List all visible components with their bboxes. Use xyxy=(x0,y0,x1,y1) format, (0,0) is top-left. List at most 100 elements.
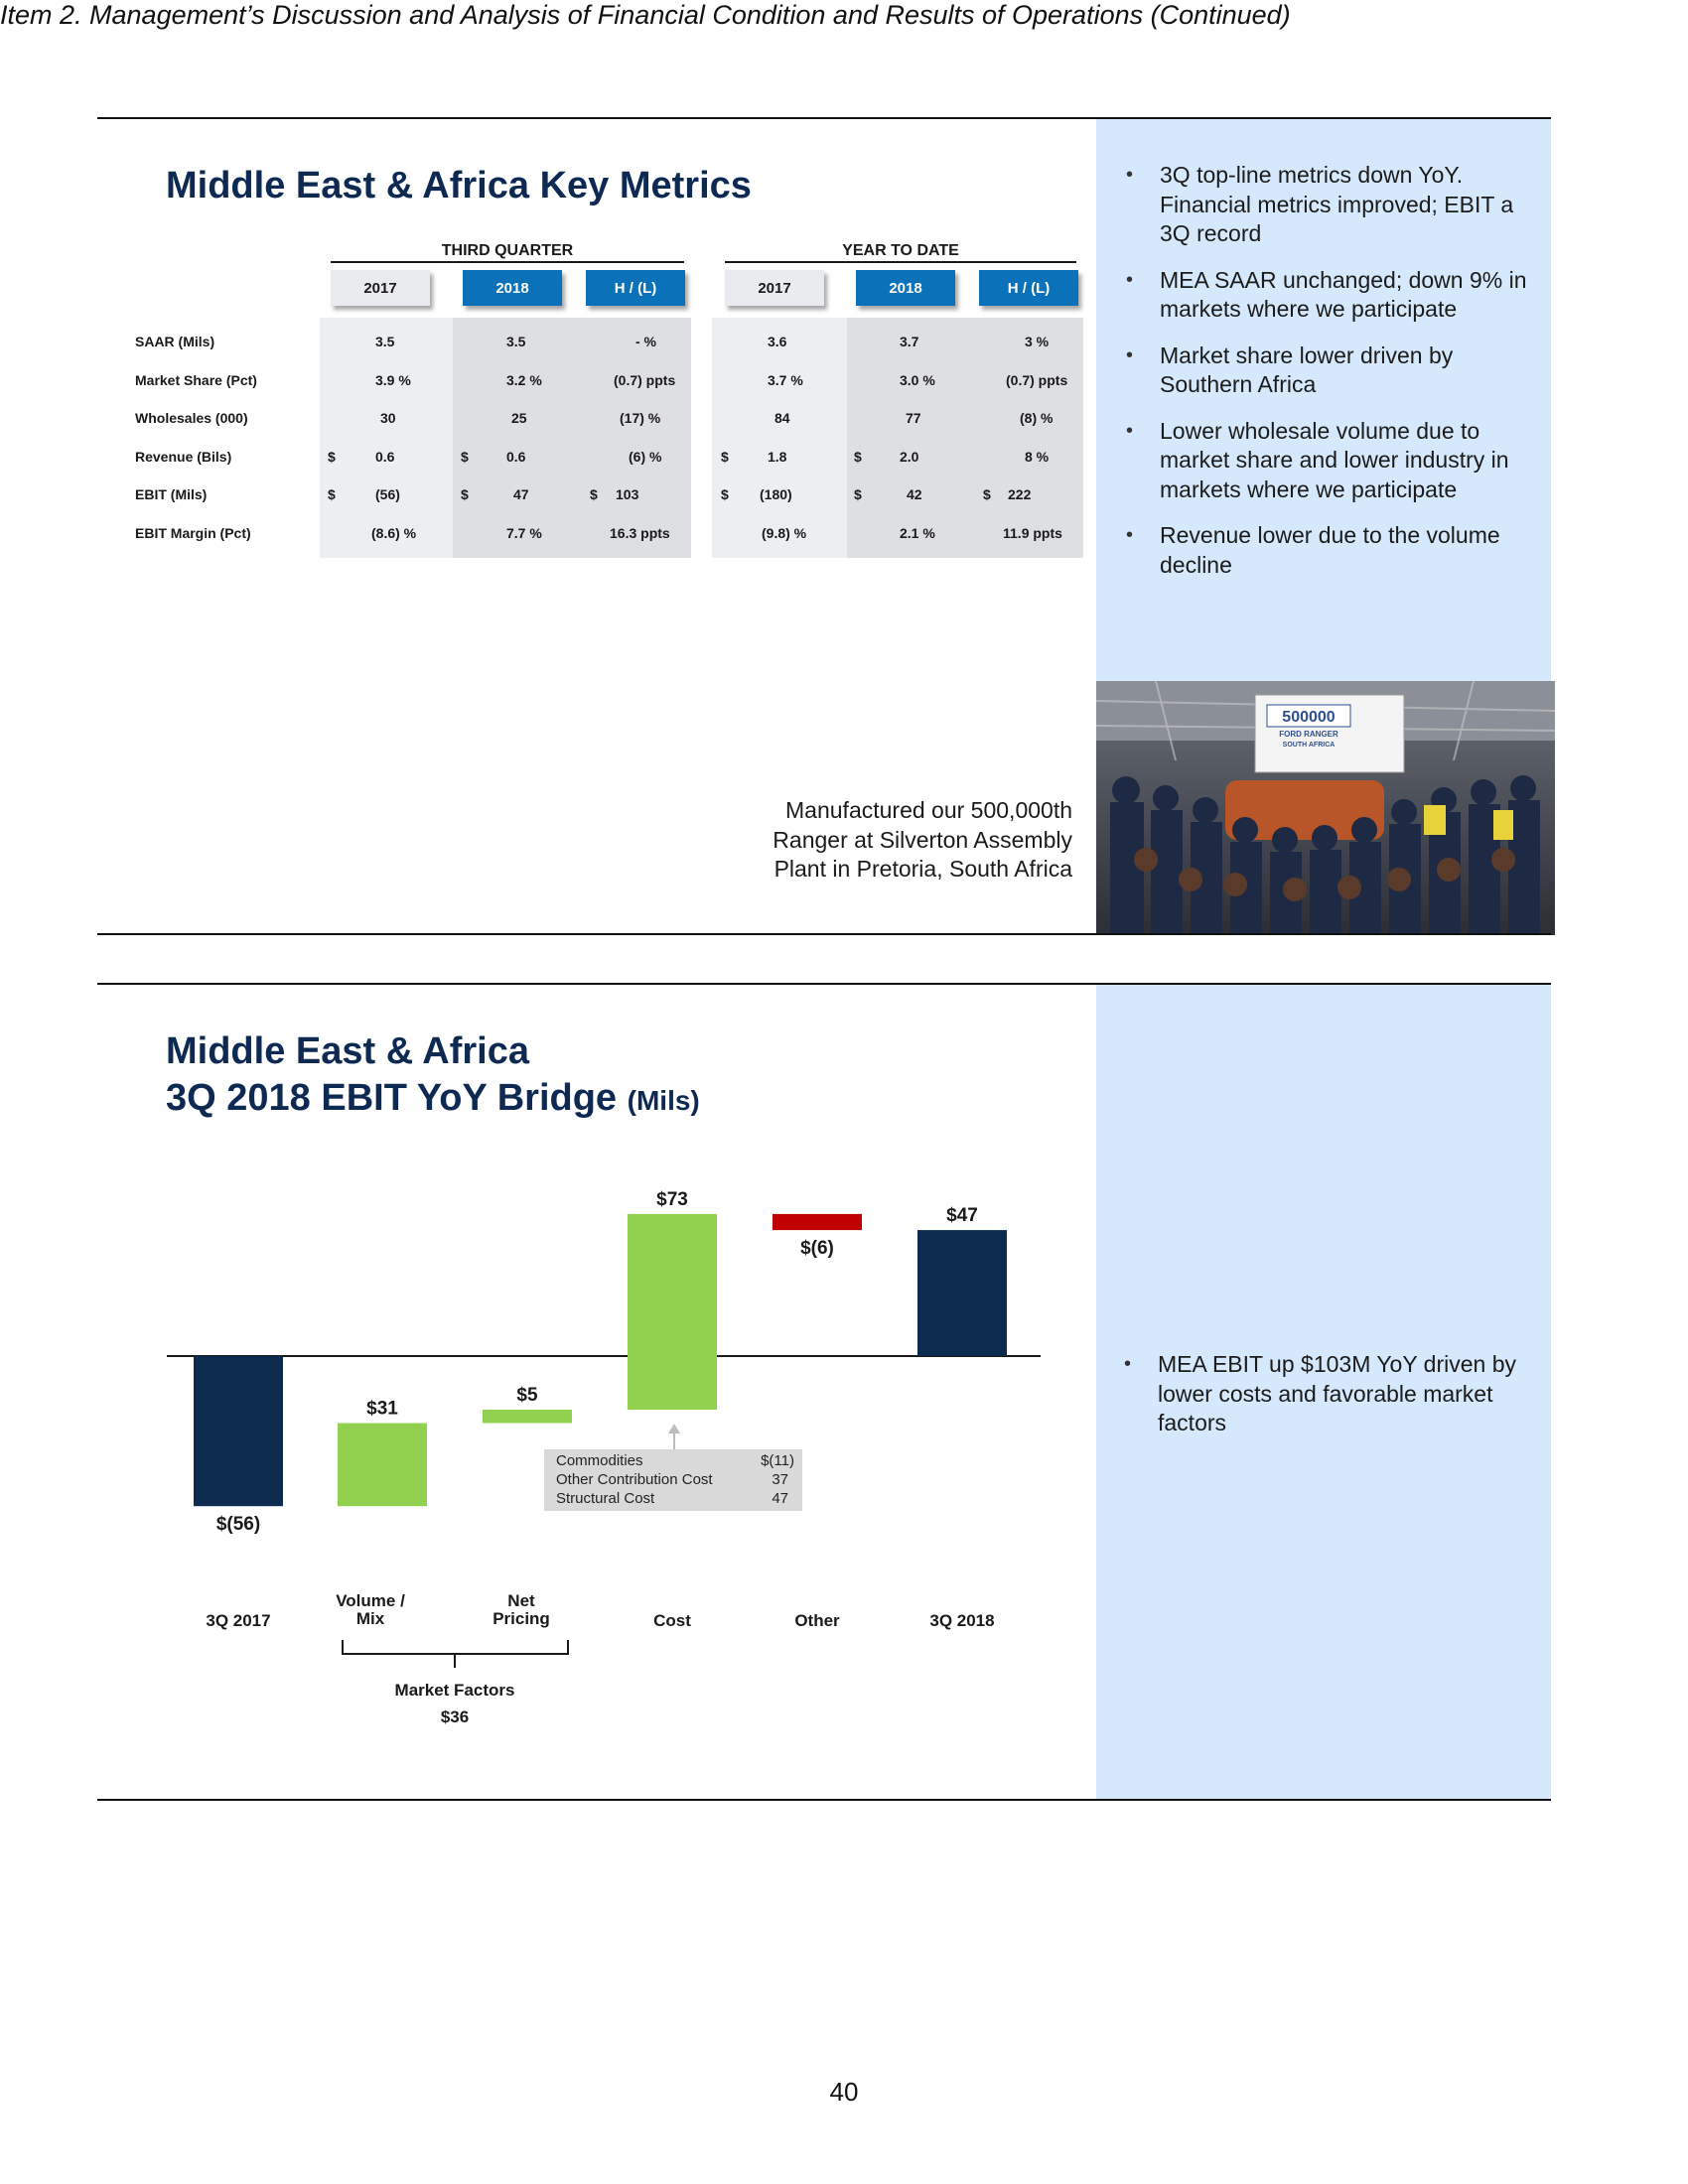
metrics-bullet-list: 3Q top-line metrics down YoY. Financial … xyxy=(1124,161,1541,597)
table-cell: 222 xyxy=(1008,486,1032,502)
callout-value: $(11) xyxy=(761,1452,794,1469)
page-number: 40 xyxy=(829,2077,859,2107)
table-cell: 3 % xyxy=(1025,334,1050,349)
callout-label: Commodities xyxy=(556,1452,643,1469)
table-cell: 47 xyxy=(513,486,529,502)
market-factors-label: Market Factors xyxy=(395,1681,515,1700)
chart-bars xyxy=(194,1213,1007,1507)
category-label: 3Q 2018 xyxy=(929,1611,994,1630)
dollar-sign: $ xyxy=(328,449,336,465)
table-cell: (180) xyxy=(760,486,792,502)
row-label-revenue: Revenue (Bils) xyxy=(135,449,232,465)
bridge-slide-title: Middle East & Africa 3Q 2018 EBIT YoY Br… xyxy=(166,1028,700,1124)
dollar-sign: $ xyxy=(721,486,729,502)
table-cell: 0.6 xyxy=(375,449,395,465)
group-underline xyxy=(725,261,1076,263)
category-label-line: Volume / xyxy=(336,1591,405,1610)
slide1-bottom-rule xyxy=(97,933,1551,935)
bullet-item: 3Q top-line metrics down YoY. Financial … xyxy=(1124,161,1541,249)
data-label: $5 xyxy=(516,1385,538,1406)
callout-value: 37 xyxy=(772,1471,788,1488)
callout-box xyxy=(544,1449,802,1511)
dollar-sign: $ xyxy=(328,486,336,502)
category-label: Net Pricing xyxy=(492,1591,550,1628)
col-bg xyxy=(582,318,691,558)
row-label-ebit: EBIT (Mils) xyxy=(135,486,208,502)
table-cell: (0.7) ppts xyxy=(1006,372,1068,388)
table-cell: (8.6) % xyxy=(371,525,417,541)
cost-breakdown-callout: Commodities $(11) Other Contribution Cos… xyxy=(544,1424,802,1511)
category-label-line: Pricing xyxy=(492,1609,550,1628)
photo-banner-number: 500000 xyxy=(1282,709,1335,726)
group-underline xyxy=(331,261,684,263)
table-cell: 3.2 % xyxy=(506,372,542,388)
chart-category-labels: 3Q 2017 Volume / Mix Net Pricing Cost Other 3Q … xyxy=(206,1591,994,1630)
table-cell: (9.8) % xyxy=(762,525,807,541)
bar-volume-mix xyxy=(338,1423,427,1507)
col-bg xyxy=(453,318,582,558)
category-label: Cost xyxy=(653,1611,691,1630)
table-cell: 3.5 xyxy=(375,334,395,349)
table-cell: 2.0 xyxy=(900,449,919,465)
dollar-sign: $ xyxy=(461,449,469,465)
table-cell: 11.9 ppts xyxy=(1003,525,1062,541)
bar-3q-2017 xyxy=(194,1356,283,1507)
ranger-celebration-photo: 500000 FORD RANGER SOUTH AFRICA xyxy=(1096,681,1555,935)
bar-3q-2018 xyxy=(917,1230,1007,1356)
table-cell: (8) % xyxy=(1020,410,1054,426)
col-bg xyxy=(847,318,974,558)
dollar-sign: $ xyxy=(854,486,862,502)
photo-caption: Manufactured our 500,000th Ranger at Sil… xyxy=(773,797,1072,882)
bracket-line xyxy=(342,1640,569,1668)
dollar-sign: $ xyxy=(983,486,991,502)
table-cell: 3.7 % xyxy=(768,372,803,388)
bullet-item: Lower wholesale volume due to market sha… xyxy=(1124,417,1541,505)
table-cell: 8 % xyxy=(1025,449,1050,465)
row-label-ebit-margin: EBIT Margin (Pct) xyxy=(135,525,251,541)
table-cell: - % xyxy=(635,334,656,349)
bridge-title-line1: Middle East & Africa xyxy=(166,1030,530,1072)
data-label: $(56) xyxy=(216,1514,260,1535)
bridge-title-units: (Mils) xyxy=(627,1085,700,1116)
table-cell: (17) % xyxy=(620,410,661,426)
category-label: 3Q 2017 xyxy=(206,1611,270,1630)
bar-other xyxy=(773,1213,862,1231)
dollar-sign: $ xyxy=(590,486,598,502)
col-bg xyxy=(712,318,847,558)
table-cell: (6) % xyxy=(629,449,662,465)
bullet-item: MEA EBIT up $103M YoY driven by lower co… xyxy=(1122,1350,1539,1438)
table-cell: 3.9 % xyxy=(375,372,411,388)
data-label: $47 xyxy=(946,1205,978,1226)
slide2-bottom-rule xyxy=(97,1799,1551,1801)
data-label: $(6) xyxy=(800,1238,834,1259)
table-cell: 84 xyxy=(774,410,790,426)
bullet-item: Revenue lower due to the volume decline xyxy=(1124,521,1541,580)
group-label-third-quarter: THIRD QUARTER xyxy=(441,242,574,259)
table-cell: 7.7 % xyxy=(506,525,542,541)
table-cell: 3.7 xyxy=(900,334,919,349)
table-cell: 103 xyxy=(616,486,639,502)
bullet-item: MEA SAAR unchanged; down 9% in markets w… xyxy=(1124,266,1541,325)
col-header-3q-hl: H / (L) xyxy=(586,270,685,306)
col-header-3q-2018: 2018 xyxy=(463,270,562,306)
bar-net-pricing xyxy=(483,1410,572,1424)
dollar-sign: $ xyxy=(461,486,469,502)
bridge-bullet-list: MEA EBIT up $103M YoY driven by lower co… xyxy=(1122,1350,1539,1455)
photo-banner-country: SOUTH AFRICA xyxy=(1283,742,1336,749)
group-label-year-to-date: YEAR TO DATE xyxy=(842,242,959,259)
ebit-bridge-chart: $(56) $31 $5 $73 $(6) $47 3Q 2017 Volume / Mix N… xyxy=(167,1189,1041,1726)
data-label: $73 xyxy=(656,1189,688,1210)
table-cell: 42 xyxy=(907,486,922,502)
table-cell: 25 xyxy=(511,410,527,426)
col-header-3q-2017: 2017 xyxy=(331,270,430,306)
bridge-title-line2: 3Q 2018 EBIT YoY Bridge (Mils) xyxy=(166,1077,700,1119)
table-cell: 3.6 xyxy=(768,334,787,349)
table-cell: 2.1 % xyxy=(900,525,935,541)
table-cell: 3.0 % xyxy=(900,372,935,388)
table-cell: 3.5 xyxy=(506,334,526,349)
category-label: Volume / Mix xyxy=(336,1591,405,1628)
dollar-sign: $ xyxy=(721,449,729,465)
row-label-wholesales: Wholesales (000) xyxy=(135,410,248,426)
bullet-item: Market share lower driven by Southern Af… xyxy=(1124,341,1541,400)
bar-cost xyxy=(628,1213,717,1410)
